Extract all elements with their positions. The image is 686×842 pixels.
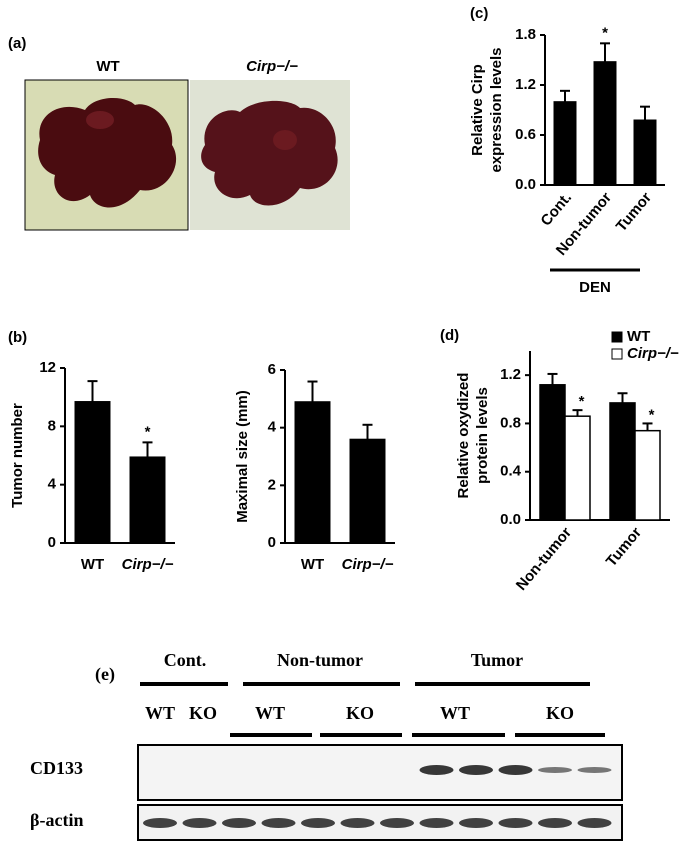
panel-label: (b)	[8, 329, 27, 346]
y-tick-label: 6	[268, 361, 276, 378]
bar	[633, 119, 657, 186]
blot-header: Tumor	[471, 650, 523, 670]
legend-label: WT	[627, 328, 650, 345]
x-tick-label: Non-tumor	[513, 524, 575, 594]
liver	[38, 98, 177, 208]
lane-label: WT	[440, 703, 470, 723]
bar	[634, 429, 661, 521]
band	[577, 818, 612, 828]
band	[577, 767, 612, 773]
x-tick-label: WT	[81, 556, 104, 573]
band	[498, 765, 533, 775]
bands	[143, 765, 612, 828]
liver	[201, 100, 338, 206]
band	[538, 818, 572, 828]
group-label: DEN	[579, 279, 611, 296]
band	[222, 818, 256, 828]
bar	[539, 384, 566, 521]
y-tick-label: 2	[268, 476, 276, 493]
lane-label: WT	[255, 703, 285, 723]
y-axis-label: Tumor number	[9, 403, 26, 508]
panel-label: (c)	[470, 5, 488, 22]
bar	[74, 401, 111, 544]
band	[498, 818, 533, 828]
panel-label: (d)	[440, 327, 459, 344]
y-tick-label: 4	[268, 419, 277, 436]
bar	[294, 401, 331, 544]
y-tick-label: 8	[48, 417, 56, 434]
bar	[593, 61, 617, 186]
x-tick-label: Tumor	[603, 524, 645, 570]
lane-label: WT	[145, 703, 175, 723]
y-tick-label: 0	[268, 534, 276, 551]
bar	[349, 438, 386, 544]
x-tick-label: WT	[301, 556, 324, 573]
y-tick-label: 0.4	[500, 463, 522, 480]
blot-header: Non-tumor	[277, 650, 363, 670]
x-tick-label: Cont.	[537, 189, 575, 229]
row-label: β-actin	[30, 810, 83, 830]
band	[340, 818, 375, 828]
lane-label: KO	[189, 703, 217, 723]
legend-swatch	[611, 331, 623, 343]
band	[143, 818, 177, 828]
band	[301, 818, 335, 828]
x-tick-label: Tumor	[613, 189, 655, 235]
y-tick-label: 1.2	[500, 366, 521, 383]
y-tick-label: 0	[48, 534, 56, 551]
significance: *	[649, 406, 655, 423]
y-tick-label: 1.8	[515, 26, 536, 43]
bar	[129, 456, 166, 544]
blot-box	[137, 744, 623, 801]
panel-label: (a)	[8, 35, 26, 52]
legend-label: Cirp−/−	[627, 345, 679, 362]
band	[261, 818, 296, 828]
band	[459, 818, 493, 828]
y-axis-label: protein levels	[474, 387, 491, 484]
panel-label: (e)	[95, 664, 115, 685]
blot-header: Cont.	[164, 650, 207, 670]
band	[459, 765, 493, 775]
bar	[564, 415, 591, 521]
band	[419, 765, 454, 775]
nodule	[86, 111, 114, 129]
y-tick-label: 4	[48, 476, 57, 493]
band	[380, 818, 414, 828]
x-tick-label: Cirp−/−	[342, 556, 394, 573]
photo-label: Cirp−/−	[246, 58, 298, 75]
band	[538, 767, 572, 773]
y-tick-label: 12	[39, 359, 56, 376]
band	[419, 818, 454, 828]
band	[182, 818, 217, 828]
y-tick-label: 1.2	[515, 76, 536, 93]
row-label: CD133	[30, 758, 83, 778]
photo-label: WT	[96, 58, 119, 75]
significance: *	[602, 24, 608, 41]
bar	[609, 402, 636, 521]
y-axis-label: Maximal size (mm)	[234, 390, 251, 523]
nodule	[273, 130, 297, 150]
lane-label: KO	[346, 703, 374, 723]
y-tick-label: 0.6	[515, 126, 536, 143]
y-axis-label: Relative Cirp	[469, 64, 486, 156]
y-tick-label: 0.0	[515, 176, 536, 193]
y-tick-label: 0.8	[500, 414, 521, 431]
bar	[553, 101, 577, 186]
y-axis-label: expression levels	[488, 47, 505, 172]
legend-swatch	[611, 348, 623, 360]
significance: *	[145, 423, 151, 440]
lane-label: KO	[546, 703, 574, 723]
significance: *	[579, 393, 585, 410]
x-tick-label: Cirp−/−	[122, 556, 174, 573]
y-axis-label: Relative oxydized	[455, 373, 472, 499]
y-tick-label: 0.0	[500, 511, 521, 528]
